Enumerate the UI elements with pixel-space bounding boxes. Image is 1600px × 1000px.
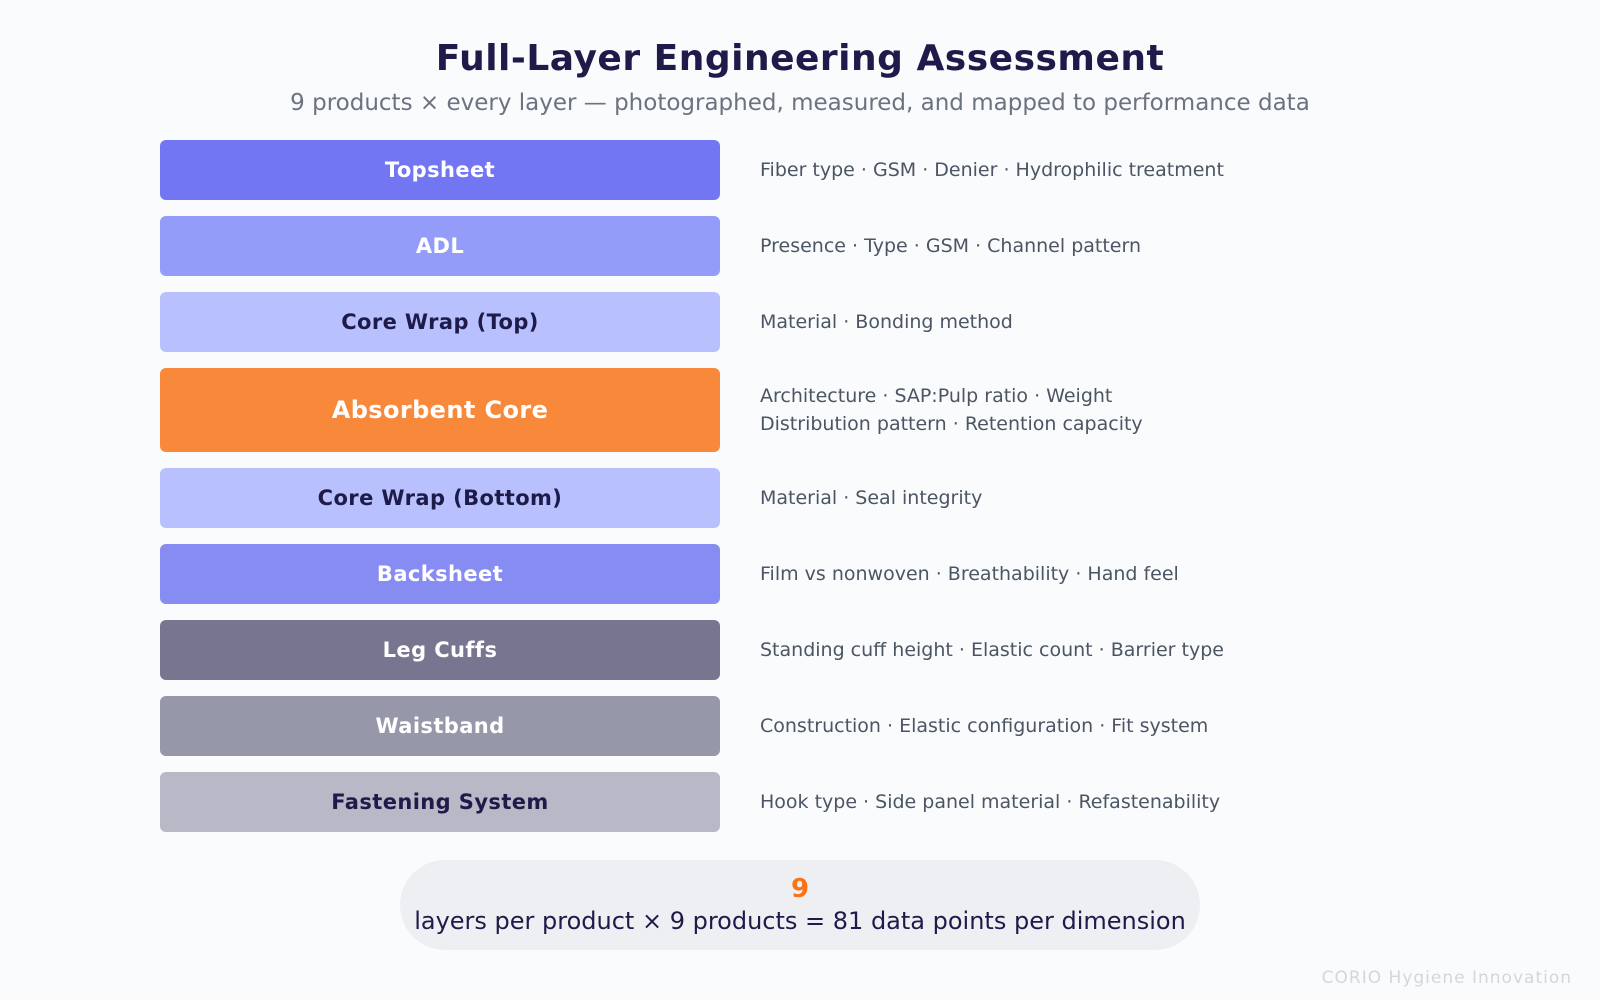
layer-bar: Backsheet bbox=[160, 544, 720, 604]
layer-row: Absorbent Core Architecture · SAP:Pulp ra… bbox=[160, 368, 1460, 452]
layer-bar: Fastening System bbox=[160, 772, 720, 832]
layer-detail-line: Material · Bonding method bbox=[760, 311, 1013, 333]
summary-pill: 9 layers per product × 9 products = 81 d… bbox=[400, 860, 1200, 950]
layer-bar: ADL bbox=[160, 216, 720, 276]
layer-details: Construction · Elastic configuration · F… bbox=[760, 712, 1208, 740]
layer-detail-line: Material · Seal integrity bbox=[760, 487, 983, 509]
layer-row: Leg Cuffs Standing cuff height · Elastic … bbox=[160, 620, 1460, 680]
layer-row: Core Wrap (Bottom) Material · Seal integr… bbox=[160, 468, 1460, 528]
layer-detail-line: Construction · Elastic configuration · F… bbox=[760, 715, 1209, 737]
layer-details: Film vs nonwoven · Breathability · Hand … bbox=[760, 560, 1179, 588]
layer-stack: Topsheet Fiber type · GSM · Denier · Hydr… bbox=[160, 140, 1460, 848]
layer-bar: Waistband bbox=[160, 696, 720, 756]
layer-detail-line: Film vs nonwoven · Breathability · Hand … bbox=[760, 563, 1179, 585]
layer-details: Material · Seal integrity bbox=[760, 484, 982, 512]
layer-row: ADL Presence · Type · GSM · Channel patte… bbox=[160, 216, 1460, 276]
layer-detail-line: Distribution pattern · Retention capacit… bbox=[760, 413, 1143, 435]
layer-details: Hook type · Side panel material · Refast… bbox=[760, 788, 1220, 816]
layer-bar: Leg Cuffs bbox=[160, 620, 720, 680]
layer-row: Topsheet Fiber type · GSM · Denier · Hydr… bbox=[160, 140, 1460, 200]
page-title: Full-Layer Engineering Assessment bbox=[435, 38, 1165, 79]
layer-details: Fiber type · GSM · Denier · Hydrophilic … bbox=[760, 156, 1224, 184]
layer-detail-line: Architecture · SAP:Pulp ratio · Weight bbox=[760, 385, 1113, 407]
layer-detail-line: Standing cuff height · Elastic count · B… bbox=[760, 639, 1224, 661]
layer-detail-line: Fiber type · GSM · Denier · Hydrophilic … bbox=[760, 159, 1224, 181]
layer-details: Material · Bonding method bbox=[760, 308, 1013, 336]
layer-row: Fastening System Hook type · Side panel m… bbox=[160, 772, 1460, 832]
layer-details: Presence · Type · GSM · Channel pattern bbox=[760, 232, 1141, 260]
layer-detail-line: Presence · Type · GSM · Channel pattern bbox=[760, 235, 1142, 257]
layer-details: Architecture · SAP:Pulp ratio · Weight Di… bbox=[760, 382, 1143, 438]
page-subtitle: 9 products × every layer — photographed,… bbox=[290, 90, 1310, 116]
layer-row: Backsheet Film vs nonwoven · Breathabilit… bbox=[160, 544, 1460, 604]
layer-row: Core Wrap (Top) Material · Bonding method bbox=[160, 292, 1460, 352]
footer-brand: CORIO Hygiene Innovation bbox=[1321, 968, 1572, 988]
layer-bar: Absorbent Core bbox=[160, 368, 720, 452]
layer-details: Standing cuff height · Elastic count · B… bbox=[760, 636, 1224, 664]
summary-number: 9 bbox=[790, 874, 810, 904]
layer-bar: Core Wrap (Top) bbox=[160, 292, 720, 352]
layer-row: Waistband Construction · Elastic configur… bbox=[160, 696, 1460, 756]
layer-detail-line: Hook type · Side panel material · Refast… bbox=[760, 791, 1221, 813]
summary-text: layers per product × 9 products = 81 dat… bbox=[414, 907, 1186, 935]
layer-bar: Core Wrap (Bottom) bbox=[160, 468, 720, 528]
layer-bar: Topsheet bbox=[160, 140, 720, 200]
